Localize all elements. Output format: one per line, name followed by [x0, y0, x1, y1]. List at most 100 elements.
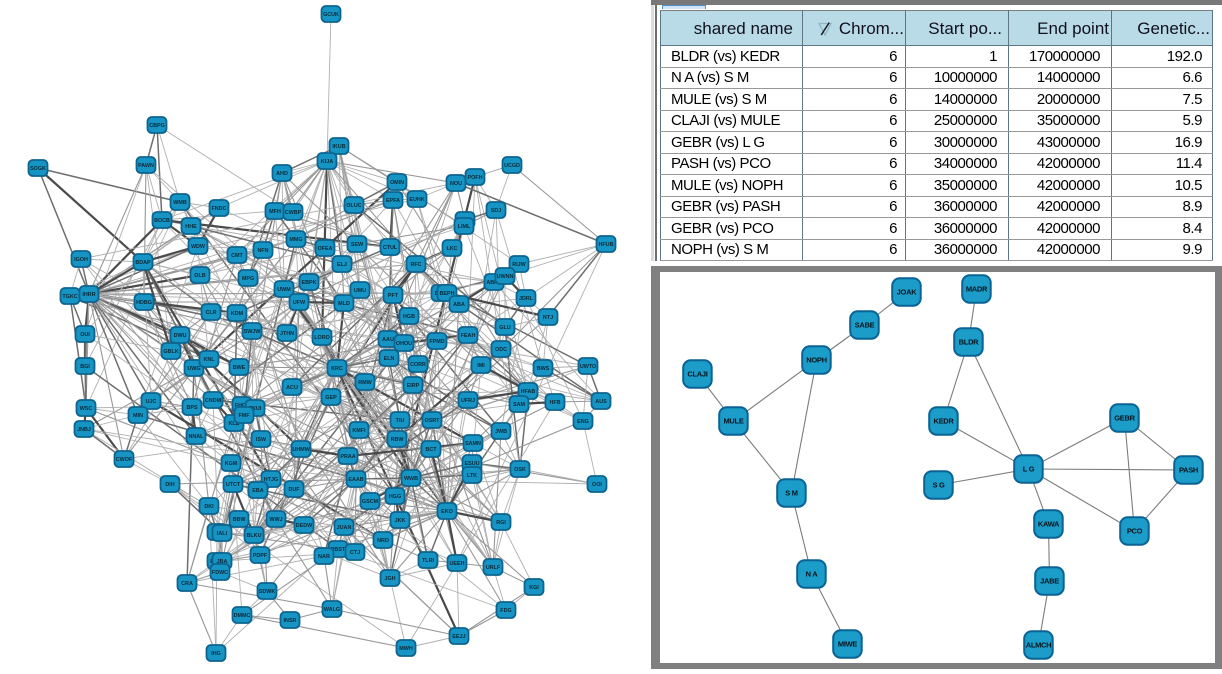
svg-text:IMI: IMI [477, 363, 485, 369]
svg-text:EKO: EKO [441, 509, 453, 515]
svg-text:IHRR: IHRR [82, 292, 95, 298]
svg-text:HFUB: HFUB [599, 242, 614, 248]
svg-text:LORO: LORO [314, 335, 330, 341]
svg-text:BGI: BGI [80, 364, 90, 370]
svg-text:NRD: NRD [377, 538, 389, 544]
svg-text:EPFA: EPFA [386, 198, 400, 204]
svg-text:UWG: UWG [187, 366, 200, 372]
svg-text:OMIN: OMIN [390, 180, 404, 186]
svg-text:IGOH: IGOH [74, 257, 88, 263]
svg-text:ISW: ISW [256, 437, 267, 443]
svg-text:TGKC: TGKC [62, 294, 77, 300]
svg-text:FHCL: FHCL [235, 403, 250, 409]
svg-text:HFB: HFB [549, 400, 560, 406]
svg-text:FEAH: FEAH [461, 333, 476, 339]
svg-text:GBLK: GBLK [163, 349, 178, 355]
svg-text:GEP: GEP [325, 395, 337, 401]
svg-text:UHMW: UHMW [292, 447, 310, 453]
svg-text:BCT: BCT [425, 447, 437, 453]
svg-text:HFAB: HFAB [521, 389, 536, 395]
svg-text:INSR: INSR [284, 618, 297, 624]
svg-text:DIH: DIH [165, 482, 174, 488]
svg-text:PAWN: PAWN [138, 163, 154, 169]
svg-text:GLU: GLU [499, 325, 510, 331]
svg-text:DWU: DWU [174, 333, 187, 339]
svg-text:PCO: PCO [1126, 527, 1142, 536]
svg-text:BWE: BWE [233, 365, 246, 371]
svg-text:JOAK: JOAK [896, 288, 917, 297]
svg-text:CBPG: CBPG [149, 123, 165, 129]
svg-text:HGB: HGB [403, 314, 415, 320]
svg-text:ODC: ODC [495, 347, 507, 353]
svg-text:RFC: RFC [410, 262, 421, 268]
svg-text:CMT: CMT [231, 253, 243, 259]
svg-text:LKC: LKC [446, 246, 457, 252]
svg-text:EUHK: EUHK [409, 197, 424, 203]
svg-text:SABE: SABE [854, 321, 874, 330]
svg-text:CWOF: CWOF [116, 457, 133, 463]
svg-text:WWJ: WWJ [269, 517, 282, 523]
svg-text:JABE: JABE [1040, 577, 1059, 586]
svg-text:MLD: MLD [338, 301, 350, 307]
svg-text:ABA: ABA [453, 302, 465, 308]
svg-text:KNL: KNL [203, 357, 215, 363]
svg-text:OUI: OUI [80, 332, 90, 338]
svg-text:NNAL: NNAL [189, 434, 205, 440]
svg-text:JBA: JBA [217, 559, 228, 565]
svg-text:CLR: CLR [205, 310, 216, 316]
svg-text:UWNN: UWNN [497, 274, 514, 280]
svg-text:JTHN: JTHN [280, 331, 294, 337]
svg-text:WMB: WMB [173, 200, 187, 206]
svg-text:MADR: MADR [965, 285, 987, 294]
svg-text:OSK: OSK [514, 467, 526, 473]
svg-text:KLB: KLB [228, 421, 239, 427]
svg-text:MFH: MFH [269, 209, 281, 215]
svg-text:NOPH: NOPH [806, 356, 826, 365]
svg-text:KGI: KGI [529, 585, 539, 591]
svg-text:SWJW: SWJW [244, 329, 262, 335]
svg-text:EIRP: EIRP [407, 383, 420, 389]
svg-text:FDWC: FDWC [212, 570, 228, 576]
svg-text:BWS: BWS [537, 366, 550, 372]
svg-text:GSCM: GSCM [362, 499, 379, 505]
svg-text:CRA: CRA [181, 581, 193, 587]
svg-text:JNBJ: JNBJ [77, 427, 91, 433]
svg-text:JKK: JKK [395, 518, 406, 524]
svg-text:BEPH: BEPH [440, 291, 455, 297]
svg-text:PASH: PASH [1178, 466, 1197, 475]
svg-text:MULE: MULE [723, 417, 743, 426]
svg-text:JWB: JWB [495, 429, 507, 435]
svg-text:KGM: KGM [225, 461, 238, 467]
svg-text:UCGD: UCGD [504, 163, 520, 169]
svg-text:ALMCH: ALMCH [1025, 641, 1051, 650]
svg-text:OFEA: OFEA [318, 246, 333, 252]
svg-text:MIN: MIN [133, 413, 143, 419]
svg-text:PFT: PFT [388, 293, 399, 299]
svg-text:ELN: ELN [384, 356, 395, 362]
svg-text:EAAB: EAAB [348, 477, 363, 483]
svg-text:TIU: TIU [396, 418, 405, 424]
svg-text:LIML: LIML [458, 224, 471, 230]
svg-text:EBA: EBA [252, 488, 263, 494]
svg-text:AUS: AUS [595, 399, 607, 405]
svg-text:KDM: KDM [231, 311, 244, 317]
svg-text:WALG: WALG [324, 607, 340, 613]
svg-text:DEDW: DEDW [296, 523, 313, 529]
svg-text:MPG: MPG [242, 276, 254, 282]
svg-text:SDJ: SDJ [491, 208, 502, 214]
svg-text:UMU: UMU [354, 288, 366, 294]
svg-text:WDW: WDW [191, 244, 206, 250]
svg-text:UEEH: UEEH [450, 561, 465, 567]
svg-text:AHD: AHD [276, 171, 288, 177]
svg-text:EEJJ: EEJJ [452, 634, 465, 640]
svg-text:FMF: FMF [238, 413, 250, 419]
svg-text:PRAA: PRAA [340, 454, 355, 460]
svg-text:RBW: RBW [391, 437, 405, 443]
svg-text:ACU: ACU [286, 385, 298, 391]
svg-text:ENG: ENG [577, 419, 589, 425]
svg-text:NAR: NAR [318, 554, 330, 560]
svg-text:ELJ: ELJ [337, 262, 347, 268]
svg-text:FNDC: FNDC [212, 206, 227, 212]
svg-text:HGG: HGG [389, 494, 401, 500]
svg-text:CNDM: CNDM [205, 398, 222, 404]
